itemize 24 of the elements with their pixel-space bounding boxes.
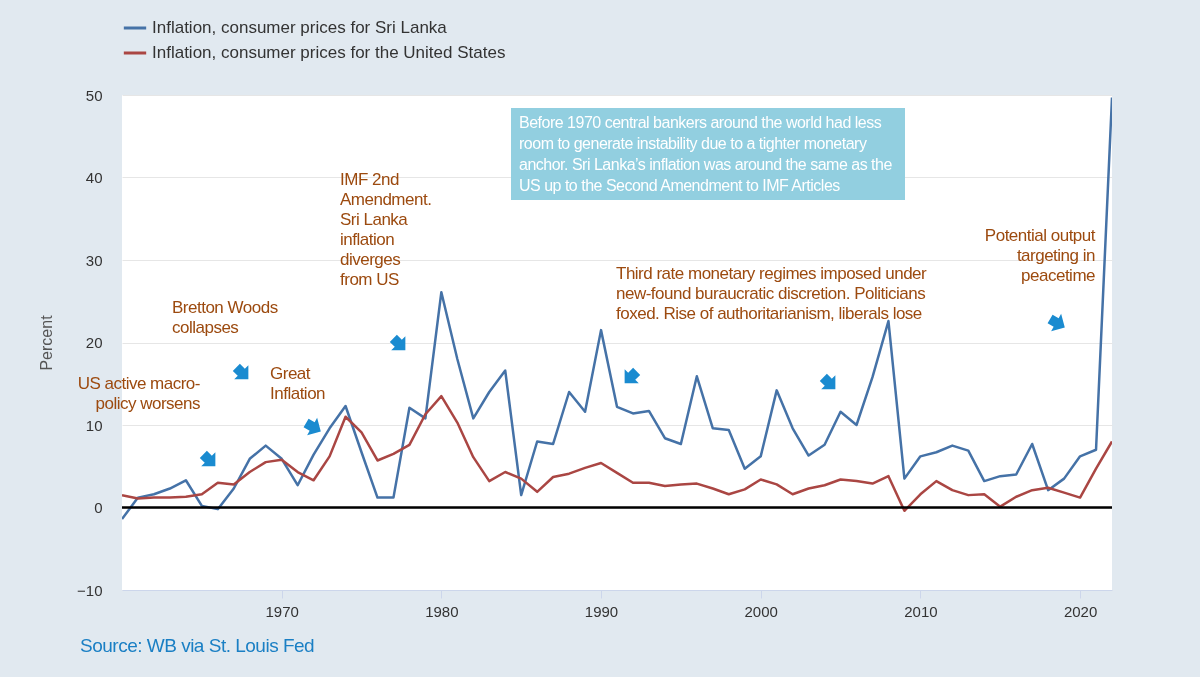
y-tick-label: 10	[85, 416, 103, 434]
annotation: Third rate monetary regimes imposed under new-found buraucratic discretion. Politicians foxed. Rise of authoritarianism, liberals lose	[616, 264, 928, 324]
annotation: US active macro-policy worsens	[76, 374, 200, 414]
y-tick-label: 20	[85, 334, 103, 351]
y-tick-label: −10	[77, 581, 103, 599]
x-tick-label: 1990	[584, 602, 619, 620]
annotation: Bretton Woods collapses	[172, 298, 279, 338]
y-tick-label: 30	[85, 251, 103, 269]
annotation: Potential output targeting in peacetime	[983, 226, 1095, 286]
x-tick-label: 2020	[1063, 602, 1098, 620]
x-tick-label: 1970	[265, 602, 299, 620]
source-note: Source: WB via St. Louis Fed	[80, 635, 316, 656]
y-tick-label: 50	[85, 86, 103, 104]
x-tick-label: 2010	[904, 602, 938, 620]
annotation: IMF 2nd Amendment. Sri Lanka inflation diverges from US	[340, 170, 432, 290]
x-tick-label: 2000	[744, 602, 778, 620]
legend-label: Inflation, consumer prices for Sri Lanka	[152, 18, 448, 37]
annotation: Before 1970 central bankers around the world had less room to generate instability due to a tighter monetary anchor. Sri Lanka’s inflation was around the same as the US up to the Second Amendment to IMF Articles	[511, 108, 905, 200]
y-tick-label: 40	[85, 169, 103, 186]
annotation: Great Inflation	[270, 364, 327, 404]
x-tick-label: 1980	[425, 602, 459, 620]
legend-label: Inflation, consumer prices for the United States	[152, 43, 506, 62]
y-axis-title: Percent	[38, 314, 56, 371]
y-tick-label: 0	[94, 499, 103, 516]
